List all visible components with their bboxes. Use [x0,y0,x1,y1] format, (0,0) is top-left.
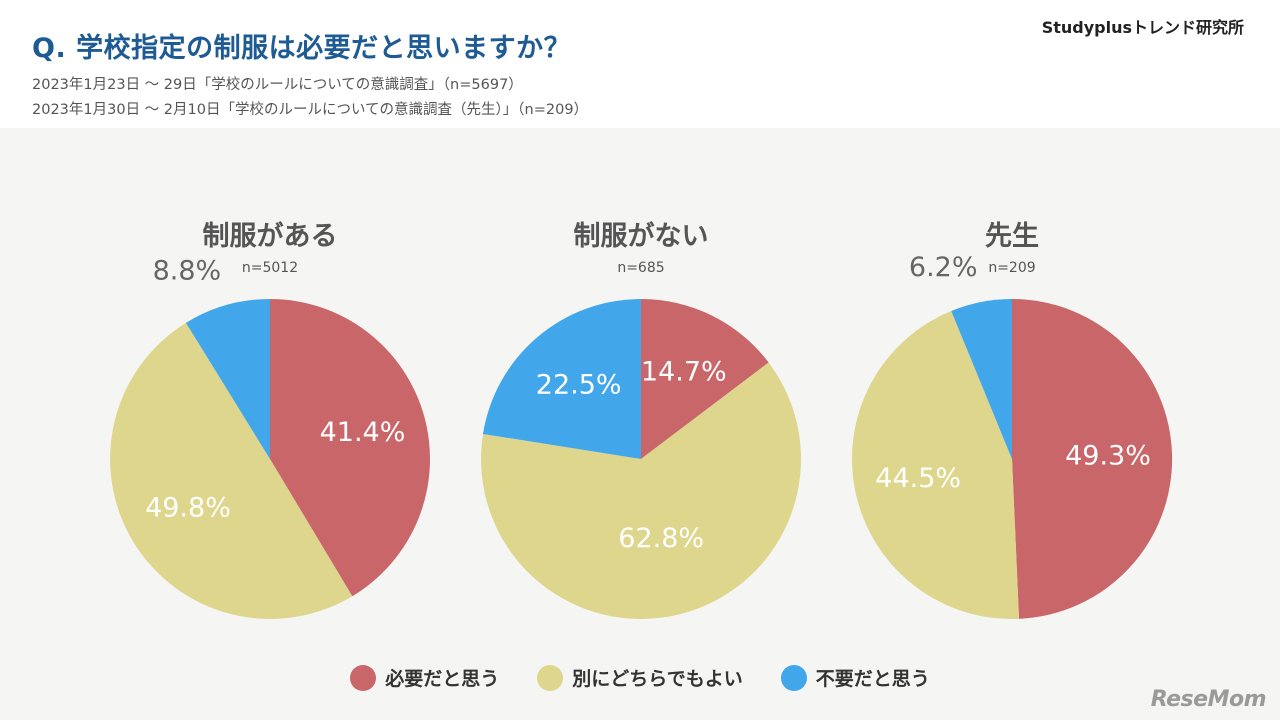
pie-label-teachers-necessary: 49.3% [1065,440,1151,471]
pie-slice-with-uniform-unnecessary [185,299,270,459]
pie-slice-teachers-necessary [1012,298,1173,619]
pie-label-with-uniform-unnecessary: 8.8% [153,255,222,286]
pie-label-teachers-unnecessary: 6.2% [909,252,978,283]
resemom-logo: ReseMom [1150,687,1267,712]
survey-info-teachers: 2023年1月30日 〜 2月10日「学校のルールについての意識調査（先生）」（… [32,102,589,118]
chart-title-without-uniform: 制服がない [573,221,709,252]
brand-label: Studyplusトレンド研究所 [1041,18,1244,37]
pie-label-with-uniform-either: 49.8% [145,492,231,523]
legend-label-necessary: 必要だと思う [385,668,500,690]
pie-slice-teachers-unnecessary [951,299,1012,459]
legend-swatch-necessary [350,664,377,691]
legend-item-unnecessary: 不要だと思う [780,664,930,691]
pie-slice-with-uniform-necessary [270,299,430,597]
pie-slice-without-uniform-unnecessary [482,299,641,459]
survey-info-students: 2023年1月23日 〜 29日「学校のルールについての意識調査」（n=5697… [32,77,523,93]
chart-title-with-uniform: 制服がある [202,221,338,252]
header-bar: Q. 学校指定の制服は必要だと思いますか？ Studyplusトレンド研究所 2… [0,0,1280,128]
chart-n-without-uniform: n=685 [617,260,665,276]
legend-swatch-either [537,664,564,691]
question-title: Q. 学校指定の制服は必要だと思いますか？ [32,33,572,64]
pie-label-without-uniform-either: 62.8% [618,523,704,554]
chart-title-teachers: 先生 [985,221,1039,252]
pie-slice-without-uniform-either [481,362,802,619]
chart-n-with-uniform: n=5012 [241,260,299,276]
pie-label-with-uniform-necessary: 41.4% [320,417,406,448]
pie-slice-without-uniform-necessary [641,299,769,459]
pie-label-without-uniform-necessary: 14.7% [641,357,727,388]
pie-label-without-uniform-unnecessary: 22.5% [536,370,622,401]
legend-label-either: 別にどちらでもよい [572,668,743,690]
legend-label-unnecessary: 不要だと思う [815,668,930,690]
legend-swatch-unnecessary [780,664,807,691]
legend-item-either: 別にどちらでもよい [537,664,743,691]
legend-item-necessary: 必要だと思う [350,664,499,691]
pie-slice-with-uniform-either [110,322,353,619]
pie-slice-teachers-either [851,310,1020,620]
legend: 必要だと思う 別にどちらでもよい 不要だと思う [0,664,1280,691]
pie-label-teachers-either: 44.5% [875,463,961,494]
chart-n-teachers: n=209 [988,260,1036,276]
